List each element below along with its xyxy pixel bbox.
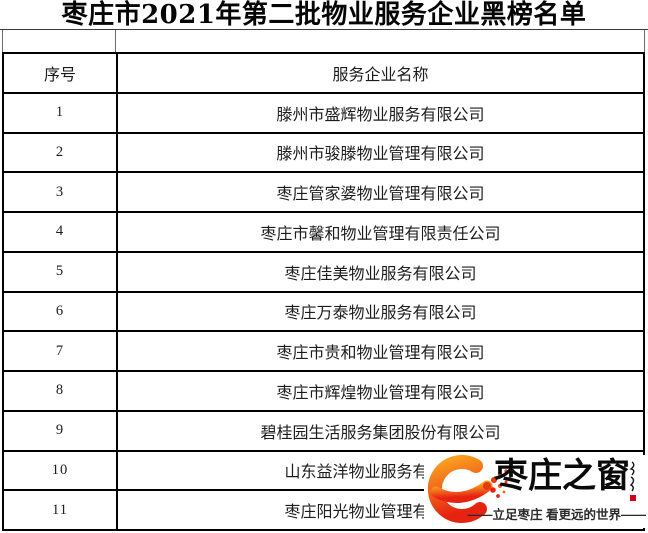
company-name: 枣庄市馨和物业管理有限责任公司	[118, 213, 643, 251]
row-index: 4	[4, 213, 116, 251]
column-divider	[115, 30, 116, 52]
company-name: 枣庄市辉煌物业管理有限公司	[118, 372, 643, 410]
column-header-company-name: 服务企业名称	[118, 54, 643, 92]
company-name: 滕州市盛辉物业服务有限公司	[118, 93, 643, 132]
row-index: 6	[4, 292, 116, 331]
company-name: 枣庄管家婆物业管理有限公司	[118, 173, 643, 211]
brand-tagline: ——立足枣庄 看更远的世界——	[467, 508, 646, 522]
empty-spreadsheet-row	[2, 30, 645, 52]
row-index: 5	[4, 252, 116, 291]
row-index: 8	[4, 372, 116, 410]
company-name: 枣庄佳美物业服务有限公司	[118, 252, 643, 291]
company-name: 枣庄市贵和物业管理有限公司	[118, 332, 643, 370]
row-index: 1	[4, 93, 116, 132]
page-title: 枣庄市2021年第二批物业服务企业黑榜名单	[0, 0, 648, 30]
company-name: 枣庄万泰物业服务有限公司	[118, 292, 643, 331]
row-index: 2	[4, 133, 116, 172]
row-index: 11	[4, 491, 116, 529]
row-index: 3	[4, 173, 116, 211]
company-name: 滕州市骏滕物业管理有限公司	[118, 133, 643, 172]
company-name: 碧桂园生活服务集团股份有限公司	[118, 411, 643, 450]
signature-seal-icon	[629, 461, 636, 501]
row-index: 7	[4, 332, 116, 370]
brand-name: 枣庄之窗	[494, 456, 630, 496]
site-watermark: 枣庄之窗 ——立足枣庄 看更远的世界——	[424, 455, 648, 528]
column-header-index: 序号	[4, 54, 116, 92]
e-swirl-icon	[427, 455, 512, 523]
row-index: 10	[4, 451, 116, 490]
row-index: 9	[4, 411, 116, 450]
blacklist-table: 序号 服务企业名称 1 滕州市盛辉物业服务有限公司 2 滕州市骏滕物业管理有限公…	[2, 52, 645, 531]
